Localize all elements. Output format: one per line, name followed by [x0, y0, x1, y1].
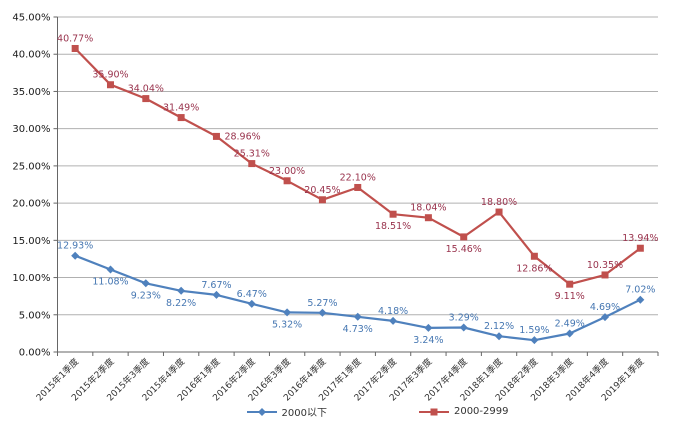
- data-label: 28.96%: [224, 131, 260, 142]
- data-label: 3.24%: [413, 335, 443, 346]
- data-point-marker: [248, 160, 256, 168]
- y-axis: 0.00% 5.00% 10.00% 15.00% 20.00% 25.00% 30.00%…: [12, 13, 58, 359]
- legend-marker-square-icon: [418, 408, 449, 415]
- data-point-marker: [318, 196, 326, 204]
- data-label: 4.18%: [378, 306, 408, 317]
- legend-label-series-1: 2000-2999: [453, 406, 509, 417]
- y-tick-label: 20.00%: [12, 199, 50, 210]
- data-label: 12.93%: [57, 241, 93, 252]
- gridlines: [57, 16, 658, 316]
- data-label: 35.90%: [92, 70, 128, 81]
- data-point-marker: [247, 299, 256, 308]
- data-label: 4.69%: [590, 302, 620, 313]
- data-label: 18.80%: [481, 197, 517, 208]
- data-point-marker: [212, 132, 220, 140]
- data-label: 1.59%: [519, 325, 549, 336]
- data-label: 5.27%: [307, 298, 337, 309]
- chart-legend: 2000以下 2000-2999: [0, 404, 677, 419]
- y-tick-label: 45.00%: [12, 13, 50, 24]
- data-label: 22.10%: [340, 172, 376, 183]
- data-label: 15.46%: [446, 244, 482, 255]
- data-point-marker: [495, 208, 503, 216]
- y-tick-label: 30.00%: [12, 124, 50, 135]
- data-point-marker: [566, 280, 574, 288]
- y-tick-label: 35.00%: [12, 87, 50, 98]
- data-point-marker: [283, 308, 292, 317]
- data-point-marker: [142, 95, 150, 103]
- data-label: 6.47%: [237, 289, 267, 300]
- legend-label-series-0: 2000以下: [281, 408, 327, 419]
- data-point-marker: [530, 336, 539, 345]
- y-tick-label: 10.00%: [12, 273, 50, 284]
- y-tick-label: 15.00%: [12, 236, 50, 247]
- data-point-marker: [141, 279, 150, 288]
- data-label: 25.31%: [234, 149, 270, 160]
- legend-marker-diamond-icon: [246, 407, 277, 416]
- data-label: 9.11%: [555, 291, 585, 302]
- y-tick-label: 0.00%: [19, 348, 51, 359]
- data-point-marker: [212, 290, 221, 299]
- data-label: 18.51%: [375, 221, 411, 232]
- data-point-marker: [459, 323, 468, 332]
- data-point-marker: [354, 183, 362, 191]
- data-label: 12.86%: [516, 263, 552, 274]
- y-tick-label: 40.00%: [12, 50, 50, 61]
- data-label: 3.29%: [449, 313, 479, 324]
- legend-item-series-0: 2000以下: [246, 404, 327, 419]
- x-axis: 2015年1季度2015年2季度2015年3季度2015年4季度2016年1季度…: [33, 351, 659, 403]
- data-point-marker: [106, 81, 114, 89]
- data-label: 7.02%: [625, 285, 655, 296]
- data-label: 2.12%: [484, 321, 514, 332]
- data-point-marker: [636, 295, 645, 304]
- data-point-marker: [353, 312, 362, 321]
- data-point-marker: [318, 308, 327, 317]
- data-label: 2.49%: [555, 318, 585, 329]
- data-label: 10.35%: [587, 260, 623, 271]
- data-label: 18.04%: [410, 203, 446, 214]
- data-point-marker: [495, 332, 504, 341]
- data-label: 5.32%: [272, 319, 302, 330]
- data-label: 4.73%: [343, 324, 373, 335]
- data-point-marker: [177, 286, 186, 295]
- legend-item-series-1: 2000-2999: [418, 404, 509, 419]
- data-point-marker: [106, 265, 115, 274]
- data-label: 8.22%: [166, 298, 196, 309]
- data-point-marker: [565, 329, 574, 338]
- y-tick-label: 25.00%: [12, 161, 50, 172]
- data-label: 13.94%: [622, 233, 658, 244]
- series-0: 12.93% 11.08%9.23% 8.22% 7.67% 6.47% 5.32% 5.2…: [57, 241, 655, 346]
- data-point-marker: [71, 44, 79, 52]
- data-label: 23.00%: [269, 166, 305, 177]
- data-label: 40.77%: [57, 33, 93, 44]
- data-point-marker: [389, 210, 397, 218]
- data-point-marker: [601, 271, 609, 279]
- data-point-marker: [424, 214, 432, 222]
- data-label: 20.45%: [304, 185, 340, 196]
- data-point-marker: [71, 251, 80, 260]
- data-label: 9.23%: [131, 290, 161, 301]
- series-1: 40.77% 35.90%34.04% 31.49% 28.96% 25.31% 23.0…: [57, 33, 658, 302]
- y-tick-label: 5.00%: [19, 310, 51, 321]
- data-point-marker: [389, 316, 398, 325]
- data-label: 34.04%: [128, 84, 164, 95]
- data-point-marker: [283, 177, 291, 185]
- data-label: 31.49%: [163, 103, 199, 114]
- data-point-marker: [636, 244, 644, 252]
- data-point-marker: [424, 323, 433, 332]
- data-label: 7.67%: [201, 280, 231, 291]
- data-point-marker: [177, 114, 185, 122]
- data-point-marker: [530, 252, 538, 260]
- data-label: 11.08%: [92, 277, 128, 288]
- data-point-marker: [601, 313, 610, 322]
- data-point-marker: [460, 233, 468, 241]
